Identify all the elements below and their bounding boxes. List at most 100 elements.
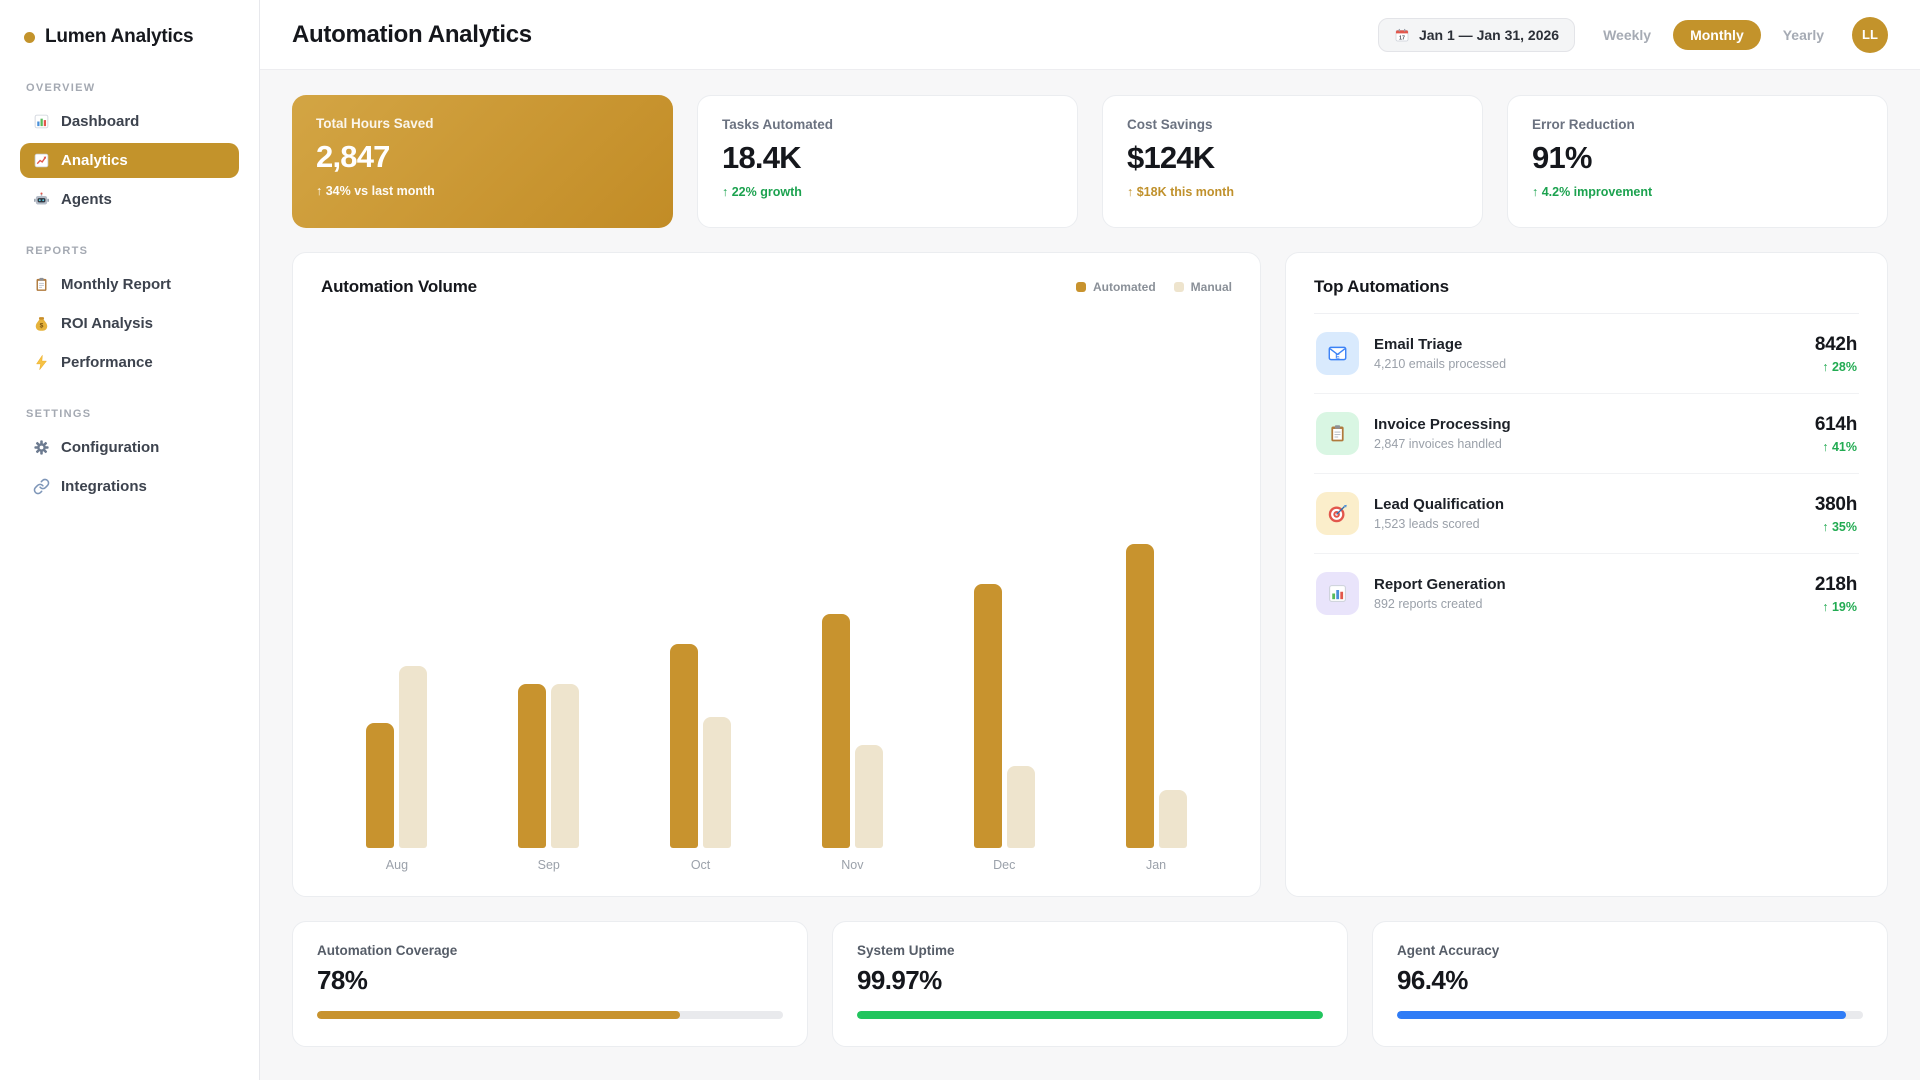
- period-option-monthly[interactable]: Monthly: [1673, 20, 1761, 50]
- stat-delta: ↑ 34% vs last month: [316, 184, 649, 198]
- sidebar-item-label: ROI Analysis: [61, 315, 153, 332]
- legend-label: Automated: [1093, 280, 1156, 294]
- legend-item-manual[interactable]: Manual: [1174, 280, 1232, 294]
- automation-icon-badge: [1316, 412, 1359, 455]
- automation-delta: ↑ 19%: [1815, 600, 1857, 614]
- sidebar-nav: OVERVIEWDashboardAnalyticsAgentsREPORTSM…: [20, 82, 239, 504]
- period-segmented-control: Weekly Monthly Yearly: [1601, 20, 1826, 50]
- bar-pair: [822, 614, 883, 848]
- automation-metrics: 614h↑ 41%: [1815, 414, 1857, 454]
- avatar[interactable]: LL: [1852, 17, 1888, 53]
- x-axis-label: Aug: [386, 858, 408, 872]
- sidebar-item-configuration[interactable]: Configuration: [20, 430, 239, 465]
- brand: Lumen Analytics: [20, 26, 239, 48]
- sidebar-item-performance[interactable]: Performance: [20, 345, 239, 380]
- automation-text: Report Generation 892 reports created: [1374, 576, 1506, 611]
- stat-card-cost-savings: Cost Savings$124K↑ $18K this month: [1102, 95, 1483, 228]
- period-option-weekly[interactable]: Weekly: [1601, 20, 1653, 50]
- email-icon: E: [1327, 343, 1348, 364]
- automation-hours: 380h: [1815, 494, 1857, 516]
- content: Total Hours Saved2,847↑ 34% vs last mont…: [260, 70, 1920, 1080]
- kpi-progress-fill: [1397, 1011, 1846, 1019]
- x-axis-label: Nov: [841, 858, 863, 872]
- stat-label: Cost Savings: [1127, 117, 1458, 132]
- bar-group-jan: Jan: [1126, 544, 1187, 872]
- date-range-picker[interactable]: 17 Jan 1 — Jan 31, 2026: [1378, 18, 1575, 52]
- kpi-progress-track: [317, 1011, 783, 1019]
- sidebar-item-label: Integrations: [61, 478, 147, 495]
- automation-row-lead-qualification[interactable]: Lead Qualification 1,523 leads scored 380h…: [1314, 474, 1859, 554]
- stat-label: Total Hours Saved: [316, 116, 649, 131]
- automation-name: Lead Qualification: [1374, 496, 1504, 513]
- automation-delta: ↑ 41%: [1815, 440, 1857, 454]
- kpi-value: 96.4%: [1397, 965, 1863, 996]
- sidebar-item-integrations[interactable]: Integrations: [20, 469, 239, 504]
- bar-automated-nov: [822, 614, 850, 848]
- kpi-progress-track: [857, 1011, 1323, 1019]
- automation-name: Invoice Processing: [1374, 416, 1511, 433]
- automation-text: Invoice Processing2,847 invoices handled: [1374, 416, 1511, 451]
- sidebar-item-label: Analytics: [61, 152, 128, 169]
- x-axis-label: Dec: [993, 858, 1015, 872]
- kpi-label: System Uptime: [857, 943, 1323, 958]
- stat-value: $124K: [1127, 140, 1458, 176]
- legend-item-automated[interactable]: Automated: [1076, 280, 1156, 294]
- automation-name: Report Generation: [1374, 576, 1506, 593]
- top-automations-title: Top Automations: [1314, 277, 1859, 297]
- kpi-row: Automation Coverage78%System Uptime99.97…: [292, 921, 1888, 1047]
- bar-manual-oct: [703, 717, 731, 848]
- kpi-card-agent-accuracy: Agent Accuracy 96.4%: [1372, 921, 1888, 1047]
- kpi-value: 99.97%: [857, 965, 1323, 996]
- kpi-progress-fill: [317, 1011, 680, 1019]
- automation-row-email-triage[interactable]: E Email Triage 4,210 emails processed 842h ↑…: [1314, 314, 1859, 394]
- sidebar-item-label: Agents: [61, 191, 112, 208]
- automation-name: Email Triage: [1374, 336, 1506, 353]
- automation-delta: ↑ 28%: [1815, 360, 1857, 374]
- sidebar-item-monthly-report[interactable]: Monthly Report: [20, 267, 239, 302]
- stat-delta: ↑ 4.2% improvement: [1532, 185, 1863, 199]
- automation-detail: 1,523 leads scored: [1374, 517, 1504, 531]
- svg-text:17: 17: [1399, 35, 1405, 41]
- chart-legend: Automated Manual: [1076, 280, 1232, 294]
- sidebar-item-agents[interactable]: Agents: [20, 182, 239, 217]
- sidebar-item-dashboard[interactable]: Dashboard: [20, 104, 239, 139]
- stat-label: Tasks Automated: [722, 117, 1053, 132]
- stat-card-tasks-automated: Tasks Automated18.4K↑ 22% growth: [697, 95, 1078, 228]
- automation-detail: 4,210 emails processed: [1374, 357, 1506, 371]
- automation-hours: 842h: [1815, 334, 1857, 356]
- stat-delta: ↑ 22% growth: [722, 185, 1053, 199]
- automation-icon-badge: [1316, 572, 1359, 615]
- sidebar: Lumen Analytics OVERVIEW Dashboard Analyti…: [0, 0, 260, 1080]
- automation-metrics: 380h↑ 35%: [1815, 494, 1857, 534]
- kpi-progress-fill: [857, 1011, 1323, 1019]
- bar-pair: [518, 684, 579, 848]
- robot-icon: [33, 191, 50, 208]
- automation-detail: 892 reports created: [1374, 597, 1506, 611]
- x-axis-label: Sep: [538, 858, 560, 872]
- sidebar-item-analytics[interactable]: Analytics: [20, 143, 239, 178]
- sidebar-item-roi-analysis[interactable]: $ ROI Analysis: [20, 306, 239, 341]
- stat-card-error-reduction: Error Reduction91%↑ 4.2% improvement: [1507, 95, 1888, 228]
- svg-text:E: E: [1335, 353, 1340, 360]
- chart-header: Automation Volume AutomatedManual: [321, 277, 1232, 297]
- automation-icon-badge: [1316, 492, 1359, 535]
- kpi-label: Automation Coverage: [317, 943, 783, 958]
- automation-row-invoice-processing[interactable]: Invoice Processing2,847 invoices handled…: [1314, 394, 1859, 474]
- nav-section-label: OVERVIEW: [26, 82, 239, 94]
- automation-metrics: 842h ↑ 28%: [1815, 334, 1857, 374]
- legend-label: Manual: [1191, 280, 1232, 294]
- target-icon: [1327, 503, 1348, 524]
- kpi-label: Agent Accuracy: [1397, 943, 1863, 958]
- period-option-yearly[interactable]: Yearly: [1781, 20, 1826, 50]
- bar-manual-nov: [855, 745, 883, 848]
- automation-text: Email Triage 4,210 emails processed: [1374, 336, 1506, 371]
- bar-chart-icon: [33, 113, 50, 130]
- bar-manual-aug: [399, 666, 427, 848]
- automation-list: E Email Triage 4,210 emails processed 842h ↑…: [1314, 314, 1859, 633]
- clipboard-icon: [33, 276, 50, 293]
- stats-row: Total Hours Saved2,847↑ 34% vs last mont…: [292, 95, 1888, 228]
- moneybag-icon: $: [33, 315, 50, 332]
- calendar-icon: 17: [1394, 27, 1410, 43]
- top-automations-panel: Top Automations E Email Triage 4,210 email…: [1285, 252, 1888, 897]
- automation-row-report-generation[interactable]: Report Generation892 reports created218h…: [1314, 554, 1859, 633]
